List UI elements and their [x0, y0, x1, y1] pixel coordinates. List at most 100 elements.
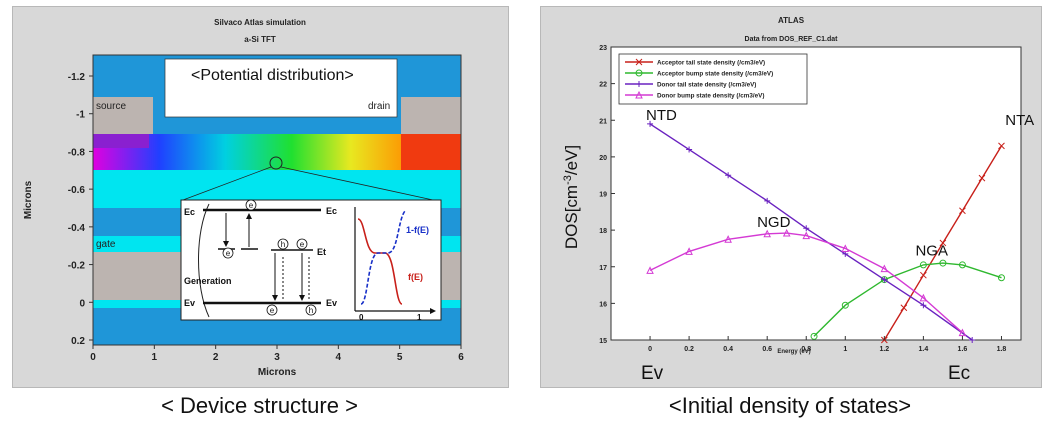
data-point	[997, 274, 1005, 282]
potential-distribution	[93, 134, 461, 170]
data-point	[998, 142, 1005, 150]
chart-subtitle: Data from DOS_REF_C1.dat	[745, 36, 839, 43]
electron-symbol: e	[270, 306, 275, 315]
data-point	[881, 276, 888, 283]
ev-right-label: Ev	[326, 298, 337, 308]
series-1	[810, 259, 1005, 340]
dos-panel: ATLAS Data from DOS_REF_C1.dat NTD NTA NGD…	[540, 6, 1042, 388]
electron-symbol: e	[300, 240, 305, 249]
data-point	[802, 231, 811, 240]
device-x-ticks: 0 1 2 3 4 5 6	[90, 345, 464, 363]
legend-item: Donor tail state density (/cm3/eV)	[625, 81, 756, 89]
curve-annotation: NTA	[1005, 112, 1034, 129]
data-point	[919, 293, 928, 302]
data-point	[900, 304, 908, 312]
series-line	[649, 232, 963, 334]
device-y-ticks: -1.2 -1 -0.8 -0.6 -0.4 -0.2 0 0.2	[68, 72, 93, 347]
gate-label: gate	[96, 239, 116, 250]
chart-xlabel: Energy (eV)	[777, 349, 810, 355]
data-point	[958, 328, 967, 337]
band-diagram-inset: Ec Ev Ec Ev Et Generation e e	[180, 199, 442, 322]
y-tick-label: 16	[599, 301, 607, 308]
device-y-tick-label: 0.2	[71, 336, 85, 347]
device-plot-title: Silvaco Atlas simulation	[214, 18, 306, 27]
device-x-tick-label: 5	[397, 352, 403, 363]
data-point	[646, 266, 654, 274]
ec-axis-label: Ec	[948, 363, 970, 384]
curve-annotation: NGA	[915, 242, 948, 259]
x-tick-label: 0.8	[801, 346, 811, 353]
series-2	[647, 120, 976, 343]
data-point	[939, 239, 947, 247]
x-tick-label: 0	[648, 346, 652, 353]
data-point	[841, 301, 849, 309]
drain-label: drain	[368, 101, 390, 112]
data-point	[803, 225, 810, 232]
one-minus-fermi-curve	[360, 210, 406, 305]
device-structure-panel: Silvaco Atlas simulation a-Si TFT <Poten…	[12, 6, 509, 388]
y-tick-label: 21	[599, 118, 607, 125]
device-x-tick-label: 3	[274, 352, 280, 363]
device-y-tick-label: -0.2	[68, 261, 86, 272]
inset-tick-0: 0	[359, 313, 364, 322]
fe-label: f(E)	[408, 272, 423, 282]
potential-label-box	[164, 58, 398, 118]
chart-ylabel: DOS[cm-3/eV]	[562, 145, 581, 249]
device-x-tick-label: 6	[458, 352, 464, 363]
drain-region	[401, 97, 461, 135]
data-point	[635, 69, 643, 77]
one-minus-fe-label: 1-f(E)	[406, 225, 429, 235]
x-tick-label: 1.6	[958, 346, 968, 353]
device-x-tick-label: 2	[213, 352, 219, 363]
series-3	[646, 228, 967, 337]
y-tick-label: 22	[599, 82, 607, 89]
legend-item: Acceptor bump state density (/cm3/eV)	[625, 69, 773, 78]
device-y-tick-label: -0.4	[68, 223, 86, 234]
legend-item: Acceptor tail state density (/cm3/eV)	[625, 58, 765, 67]
device-x-tick-label: 1	[152, 352, 158, 363]
series-0	[880, 142, 1005, 344]
generation-label: Generation	[184, 276, 232, 286]
data-point	[724, 235, 732, 243]
curve-annotation: NGD	[757, 214, 791, 231]
x-tick-label: 1.8	[997, 346, 1007, 353]
x-tick-label: 1.4	[919, 346, 929, 353]
hole-symbol: h	[281, 240, 285, 249]
ev-left-label: Ev	[184, 298, 195, 308]
data-point	[959, 207, 966, 215]
data-point	[810, 332, 818, 340]
device-plot-subtitle: a-Si TFT	[244, 35, 276, 44]
y-tick-label: 20	[599, 155, 607, 162]
data-point	[635, 90, 643, 99]
source-region	[93, 97, 153, 135]
data-point	[841, 244, 850, 252]
data-point	[939, 259, 947, 267]
legend-label: Acceptor bump state density (/cm3/eV)	[657, 71, 773, 78]
device-y-tick-label: -1	[76, 110, 85, 121]
device-x-tick-label: 0	[90, 352, 96, 363]
y-tick-label: 15	[599, 338, 607, 345]
legend-label: Donor tail state density (/cm3/eV)	[657, 82, 756, 89]
et-label: Et	[317, 247, 326, 257]
data-point	[763, 229, 771, 238]
y-tick-label: 23	[599, 45, 607, 52]
series-line	[813, 262, 1002, 337]
data-point	[782, 228, 791, 237]
data-point	[686, 146, 693, 153]
data-point	[685, 247, 693, 255]
potential-annotation: <Potential distribution>	[191, 67, 354, 84]
x-tick-label: 1.2	[879, 346, 889, 353]
data-point	[764, 197, 771, 204]
y-tick-label: 18	[599, 228, 607, 235]
data-point	[635, 58, 643, 66]
x-tick-label: 1	[843, 346, 847, 353]
x-tick-label: 0.2	[684, 346, 694, 353]
data-point	[725, 172, 732, 179]
chart-legend: Acceptor tail state density (/cm3/eV) Acc…	[618, 53, 808, 105]
data-point	[636, 81, 642, 87]
dos-caption: <Initial density of states>	[668, 393, 912, 418]
device-y-tick-label: -1.2	[68, 72, 86, 83]
legend-label: Acceptor tail state density (/cm3/eV)	[657, 60, 765, 67]
device-x-tick-label: 4	[336, 352, 342, 363]
device-y-tick-label: -0.8	[68, 147, 86, 158]
